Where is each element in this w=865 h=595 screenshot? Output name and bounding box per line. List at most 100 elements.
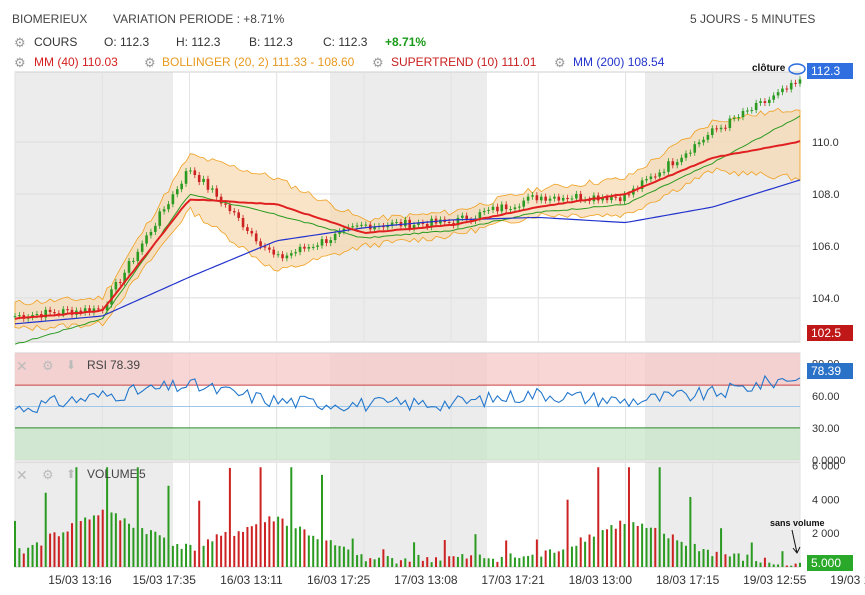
volume-bar: [733, 553, 736, 567]
session-shade: [330, 72, 487, 342]
volume-bar: [377, 557, 380, 567]
candle-body: [461, 215, 464, 218]
candle-body: [684, 153, 688, 158]
candle-body: [294, 252, 297, 254]
volume-bar: [500, 556, 503, 567]
move-down-icon[interactable]: ⬇: [66, 358, 77, 372]
volume-bar: [71, 523, 74, 567]
volume-bar: [509, 553, 512, 567]
volume-bar: [579, 537, 582, 567]
volume-bar: [189, 544, 192, 567]
volume-bar: [777, 564, 780, 567]
volume-bar: [592, 536, 595, 567]
rsi-line: [14, 374, 801, 414]
volume-bar: [27, 547, 30, 567]
mm200-label: MM (200): [573, 55, 625, 69]
volume-bar: [351, 538, 354, 567]
x-tick-label: 16/03 13:11: [220, 573, 283, 587]
volume-bar: [557, 551, 560, 567]
candle-body: [140, 243, 144, 252]
candle-body: [232, 211, 236, 213]
volume-bar: [636, 525, 639, 567]
gear-icon[interactable]: ⚙: [14, 35, 26, 50]
volume-bar: [614, 528, 617, 567]
candle-body: [404, 219, 407, 227]
candle-body: [544, 196, 547, 201]
volume-bar: [97, 515, 100, 567]
volume-bar: [421, 560, 424, 567]
move-up-icon[interactable]: ⬆: [66, 467, 77, 481]
candle-body: [662, 171, 666, 173]
candle-body: [737, 117, 740, 119]
candle-body: [561, 197, 565, 201]
volume-bar: [540, 556, 543, 567]
close-icon[interactable]: ✕: [16, 358, 28, 374]
time-range-selector[interactable]: 5 JOURS - 5 MINUTES: [690, 12, 816, 26]
supertrend-value: 111.01: [501, 55, 537, 69]
volume-bar: [382, 549, 385, 567]
volume-tick-label: 6 000: [812, 460, 840, 472]
volume-bar: [430, 562, 433, 567]
candle-body: [228, 204, 232, 212]
volume-bar: [399, 560, 402, 567]
gear-icon[interactable]: ⚙: [14, 55, 26, 70]
volume-label: VOLUME: [87, 467, 138, 481]
volume-bar: [667, 538, 670, 567]
volume-bar: [128, 523, 131, 567]
gear-icon[interactable]: ⚙: [372, 55, 384, 70]
x-tick-label: 18/03 13:00: [569, 573, 633, 587]
volume-bar: [198, 500, 201, 567]
candle-body: [333, 233, 337, 241]
volume-bar: [645, 528, 648, 567]
volume-bar: [496, 561, 499, 567]
candle-body: [180, 183, 183, 190]
candle-body: [281, 254, 284, 259]
volume-bar: [277, 516, 280, 567]
volume-bar: [549, 549, 552, 567]
volume-bar: [163, 537, 166, 567]
candle-body: [105, 304, 109, 311]
mm40-line: [14, 140, 801, 320]
gear-icon[interactable]: ⚙: [42, 467, 54, 482]
candle-body: [92, 308, 96, 313]
volume-bar: [413, 542, 416, 567]
volume-bar: [513, 557, 516, 567]
volume-bar: [22, 553, 25, 567]
session-shade: [330, 462, 487, 567]
candle-body: [579, 193, 583, 200]
low-value: B: 112.3: [249, 35, 293, 49]
candle-body: [456, 217, 460, 226]
volume-bar: [737, 553, 740, 567]
gear-icon[interactable]: ⚙: [144, 55, 156, 70]
gear-icon[interactable]: ⚙: [554, 55, 566, 70]
volume-bar: [452, 556, 455, 567]
change-value: +8.71%: [385, 35, 427, 49]
candle-body: [776, 92, 780, 96]
volume-bar: [259, 467, 262, 567]
close-icon[interactable]: ✕: [16, 467, 28, 483]
candle-body: [259, 241, 262, 247]
gear-icon[interactable]: ⚙: [42, 358, 54, 373]
volume-bar: [619, 520, 622, 567]
candle-body: [355, 225, 359, 227]
candle-body: [697, 142, 701, 145]
candle-body: [193, 170, 197, 176]
volume-bar: [794, 563, 797, 567]
volume-bar: [342, 546, 345, 567]
volume-bar: [110, 512, 113, 567]
volume-bar: [720, 528, 723, 567]
volume-bar: [417, 554, 420, 567]
candle-body: [13, 316, 17, 318]
candle-body: [79, 310, 83, 313]
x-tick-label: 19/03 17:10: [830, 573, 865, 587]
volume-bar: [132, 527, 135, 567]
x-tick-label: 17/03 13:08: [394, 573, 458, 587]
candle-body: [175, 189, 179, 195]
rsi-tick-label: 0.0000: [812, 455, 846, 467]
volume-tick-label: 4 000: [812, 494, 840, 506]
bollinger-label: BOLLINGER (20, 2): [162, 55, 269, 69]
candle-body: [491, 206, 495, 210]
volume-bar: [641, 523, 644, 567]
candle-body: [53, 312, 56, 314]
